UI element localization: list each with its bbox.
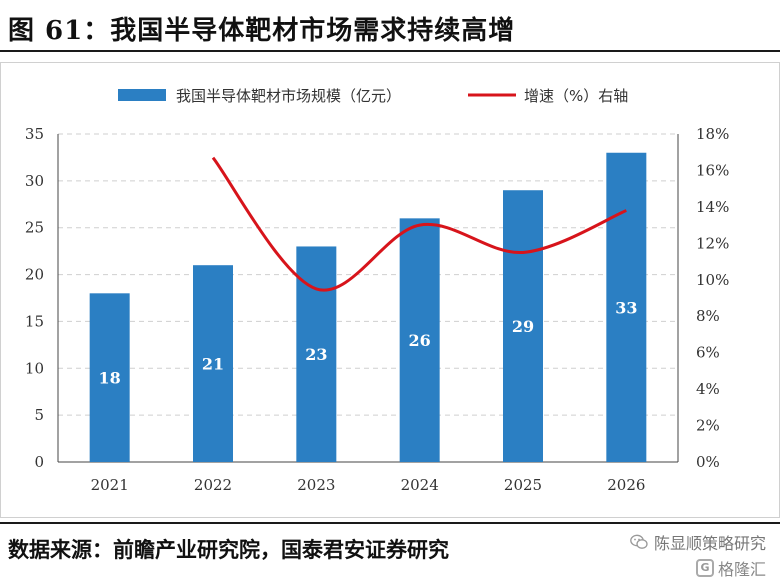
watermark-brand: G 格隆汇	[630, 556, 766, 580]
y-right-tick-label: 12%	[696, 234, 729, 252]
y-right-tick-label: 8%	[696, 307, 720, 325]
bar-data-label: 18	[99, 369, 121, 388]
y-right-tick-label: 4%	[696, 380, 720, 398]
y-right-tick-label: 18%	[696, 125, 729, 143]
bar-data-label: 23	[305, 345, 327, 364]
y-right-tick-label: 16%	[696, 161, 729, 179]
x-tick-label: 2023	[297, 476, 335, 494]
bar-data-label: 29	[512, 317, 534, 336]
legend-swatch-bar	[118, 89, 166, 101]
y-right-tick-label: 14%	[696, 198, 729, 216]
x-tick-label: 2026	[607, 476, 645, 494]
x-tick-label: 2021	[91, 476, 129, 494]
gelonghui-logo-icon: G	[695, 559, 714, 577]
x-tick-label: 2024	[401, 476, 439, 494]
y-left-tick-label: 30	[25, 172, 44, 190]
x-tick-label: 2025	[504, 476, 542, 494]
bar-data-label: 21	[202, 355, 224, 374]
wechat-icon	[630, 534, 648, 549]
legend-label-bar: 我国半导体靶材市场规模（亿元）	[176, 87, 401, 105]
y-left-tick-label: 15	[25, 312, 44, 330]
y-right-tick-label: 10%	[696, 271, 729, 289]
y-right-tick-label: 0%	[696, 453, 720, 471]
watermark-wechat: 陈显顺策略研究	[630, 530, 766, 554]
bar-2024	[399, 218, 440, 462]
legend-label-line: 增速（%）右轴	[524, 87, 628, 105]
figure-footer: 数据来源：前瞻产业研究院，国泰君安证券研究 陈显顺策略研究 G 格隆汇	[0, 522, 780, 579]
growth-rate-line	[211, 156, 627, 292]
chart: 051015202530350%2%4%6%8%10%12%14%16%18%1…	[25, 87, 729, 494]
bar-2022	[193, 265, 233, 462]
x-tick-label: 2022	[194, 476, 232, 494]
figure-title: 图 61：我国半导体靶材市场需求持续高增	[8, 16, 516, 46]
watermark-brand-name: 格隆汇	[717, 560, 766, 579]
bar-data-label: 33	[615, 298, 637, 317]
y-right-tick-label: 6%	[696, 344, 720, 362]
figure-header: 图 61：我国半导体靶材市场需求持续高增	[0, 0, 780, 52]
y-left-tick-label: 25	[25, 219, 44, 237]
y-left-tick-label: 5	[34, 406, 44, 424]
y-left-tick-label: 20	[25, 266, 44, 284]
y-left-tick-label: 10	[25, 359, 44, 377]
watermark: 陈显顺策略研究 G 格隆汇	[630, 530, 766, 580]
watermark-channel-name: 陈显顺策略研究	[653, 534, 766, 553]
y-left-tick-label: 35	[25, 125, 44, 143]
bar-2021	[89, 293, 130, 462]
y-left-tick-label: 0	[34, 453, 44, 471]
bar-2026	[606, 152, 647, 462]
y-right-tick-label: 2%	[696, 417, 720, 435]
bar-2025	[503, 190, 543, 462]
bar-data-label: 26	[409, 331, 431, 350]
source-note: 数据来源：前瞻产业研究院，国泰君安证券研究	[8, 537, 449, 562]
